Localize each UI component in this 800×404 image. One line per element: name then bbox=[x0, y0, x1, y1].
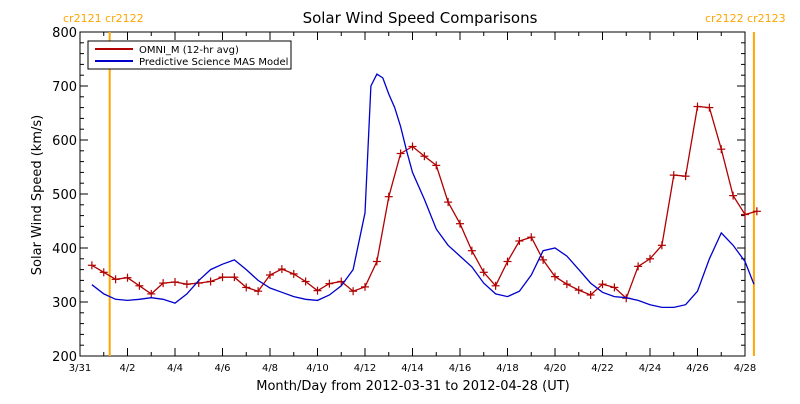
data-point bbox=[135, 281, 144, 290]
data-point bbox=[741, 210, 749, 219]
carrington-label: cr2122 cr2123 bbox=[705, 12, 786, 25]
x-tick-label: 4/20 bbox=[544, 363, 566, 374]
y-tick-label: 500 bbox=[52, 188, 77, 203]
x-axis-label: Month/Day from 2012-03-31 to 2012-04-28 … bbox=[256, 379, 569, 394]
y-tick-label: 400 bbox=[52, 242, 77, 257]
data-point bbox=[717, 145, 726, 154]
data-point bbox=[266, 271, 274, 279]
series-line-omni bbox=[91, 105, 758, 300]
data-point bbox=[586, 290, 595, 299]
y-tick-label: 700 bbox=[52, 80, 77, 95]
plot-area: 200 300 400 500 600 700 800 3/31 4/2 4/4 4/6 4/8 4/1… bbox=[52, 12, 785, 374]
y-tick-label: 800 bbox=[52, 26, 77, 41]
y-tick-label: 300 bbox=[52, 296, 77, 311]
legend-entry: OMNI_M (12-hr avg) bbox=[139, 45, 239, 56]
data-point bbox=[610, 283, 619, 292]
x-tick-label: 4/18 bbox=[496, 363, 518, 374]
data-point bbox=[87, 261, 96, 270]
data-point bbox=[562, 280, 571, 289]
data-point bbox=[598, 280, 607, 289]
data-point bbox=[444, 198, 453, 207]
data-point bbox=[705, 103, 714, 112]
data-point bbox=[254, 287, 263, 296]
data-point bbox=[574, 286, 583, 295]
x-tick-label: 3/31 bbox=[69, 363, 91, 374]
data-point bbox=[634, 262, 643, 271]
x-tick-label: 4/2 bbox=[119, 363, 135, 374]
data-point bbox=[147, 289, 156, 298]
data-point bbox=[432, 161, 441, 170]
y-tick-label: 600 bbox=[52, 134, 77, 149]
x-tick-label: 4/24 bbox=[639, 363, 661, 374]
legend-entry: Predictive Science MAS Model bbox=[139, 57, 288, 68]
data-point bbox=[361, 282, 369, 291]
x-tick-label: 4/26 bbox=[686, 363, 708, 374]
data-point bbox=[111, 275, 120, 284]
data-point bbox=[693, 102, 702, 111]
x-tick-label: 4/8 bbox=[262, 363, 278, 374]
data-point bbox=[479, 268, 488, 277]
x-tick-label: 4/16 bbox=[449, 363, 471, 374]
data-point bbox=[313, 286, 322, 295]
data-point bbox=[384, 192, 393, 201]
data-point bbox=[681, 172, 690, 181]
data-point bbox=[467, 246, 476, 255]
data-point bbox=[527, 233, 536, 242]
data-point bbox=[752, 207, 761, 216]
y-axis-label: Solar Wind Speed (km/s) bbox=[30, 115, 45, 275]
data-point bbox=[372, 257, 381, 266]
data-point bbox=[408, 142, 417, 151]
data-point bbox=[491, 281, 500, 290]
data-point bbox=[646, 254, 654, 263]
data-point bbox=[289, 269, 298, 278]
data-point bbox=[420, 152, 429, 161]
x-tick-label: 4/28 bbox=[734, 363, 756, 374]
data-point bbox=[456, 219, 464, 228]
x-tick-label: 4/6 bbox=[214, 363, 230, 374]
data-point bbox=[277, 265, 286, 274]
legend-box bbox=[87, 40, 292, 70]
x-tick-label: 4/22 bbox=[591, 363, 613, 374]
data-point bbox=[325, 279, 334, 288]
x-tick-label: 4/4 bbox=[167, 363, 183, 374]
y-tick-label: 200 bbox=[52, 350, 77, 365]
data-point bbox=[182, 280, 191, 289]
data-point bbox=[515, 236, 524, 245]
data-point bbox=[171, 278, 179, 287]
data-point bbox=[657, 241, 666, 250]
data-point bbox=[99, 268, 108, 277]
data-point bbox=[206, 277, 215, 286]
data-point bbox=[669, 171, 678, 180]
data-point bbox=[159, 279, 168, 288]
data-point bbox=[539, 255, 548, 264]
data-point bbox=[242, 283, 251, 292]
data-point bbox=[123, 273, 132, 282]
data-point bbox=[503, 257, 512, 266]
x-tick-label: 4/12 bbox=[354, 363, 376, 374]
x-tick-label: 4/10 bbox=[306, 363, 328, 374]
data-point bbox=[396, 149, 405, 158]
data-point bbox=[551, 272, 559, 281]
data-point bbox=[729, 191, 738, 200]
legend: OMNI_M (12-hr avg)Predictive Science MAS… bbox=[87, 40, 292, 70]
data-point bbox=[218, 273, 227, 282]
carrington-label: cr2121 cr2122 bbox=[63, 12, 144, 25]
series-line-mas bbox=[91, 73, 755, 309]
plot-frame bbox=[79, 31, 746, 357]
x-tick-label: 4/14 bbox=[401, 363, 423, 374]
data-point bbox=[349, 287, 358, 296]
data-point bbox=[301, 277, 310, 286]
chart-title: Solar Wind Speed Comparisons bbox=[303, 9, 538, 27]
data-point bbox=[230, 273, 239, 282]
